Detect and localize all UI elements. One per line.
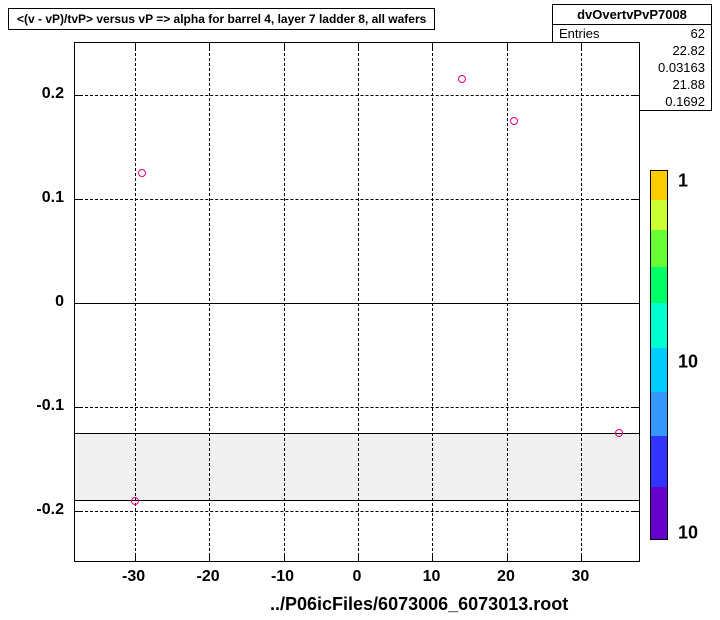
gridline-v <box>358 43 359 561</box>
stats-value: 21.88 <box>672 77 705 92</box>
tick-y <box>75 511 83 512</box>
tick-y <box>631 407 639 408</box>
x-axis-label: -20 <box>196 568 219 586</box>
gridline-h <box>75 95 639 96</box>
colorbar-segment <box>651 487 667 539</box>
data-marker <box>458 75 466 83</box>
plot-area <box>74 42 640 562</box>
x-axis-label: -30 <box>122 568 145 586</box>
y-axis-label: 0.1 <box>42 189 64 207</box>
colorbar-label: 1 <box>678 171 688 192</box>
stats-title: dvOvertvPvP7008 <box>553 5 711 25</box>
tick-x <box>507 43 508 51</box>
tick-y <box>631 199 639 200</box>
stats-value: 0.1692 <box>665 94 705 109</box>
tick-x <box>284 43 285 51</box>
tick-x <box>284 553 285 561</box>
stats-value: 22.82 <box>672 43 705 58</box>
gridline-v <box>135 43 136 561</box>
tick-y <box>631 511 639 512</box>
colorbar-segment <box>651 267 667 304</box>
tick-x <box>358 43 359 51</box>
gridline-v <box>432 43 433 561</box>
footer-filename: ../P06icFiles/6073006_6073013.root <box>270 594 568 615</box>
tick-x <box>581 43 582 51</box>
colorbar-segment <box>651 392 667 436</box>
gridline-h <box>75 511 639 512</box>
y-axis-label: 0.2 <box>42 85 64 103</box>
data-marker <box>138 169 146 177</box>
reference-band <box>75 433 639 501</box>
colorbar-label: 10 <box>678 352 698 373</box>
colorbar-segment <box>651 230 667 267</box>
data-marker <box>131 497 139 505</box>
chart-title: <(v - vP)/tvP> versus vP => alpha for ba… <box>8 8 435 30</box>
tick-y <box>75 407 83 408</box>
gridline-h <box>75 407 639 408</box>
tick-x <box>135 43 136 51</box>
colorbar-segment <box>651 348 667 392</box>
tick-x <box>209 43 210 51</box>
data-marker <box>510 117 518 125</box>
colorbar <box>650 170 668 540</box>
gridline-v <box>284 43 285 561</box>
y-axis-label: -0.2 <box>36 501 64 519</box>
y-axis-label: 0 <box>55 293 64 311</box>
x-axis-label: 30 <box>572 568 590 586</box>
x-axis-label: -10 <box>271 568 294 586</box>
tick-y <box>631 95 639 96</box>
gridline-h <box>75 199 639 200</box>
gridline-v <box>507 43 508 561</box>
colorbar-segment <box>651 200 667 229</box>
tick-x <box>432 553 433 561</box>
colorbar-segment <box>651 171 667 200</box>
colorbar-segment <box>651 436 667 488</box>
tick-y <box>75 95 83 96</box>
y-axis-label: -0.1 <box>36 397 64 415</box>
x-axis-label: 10 <box>423 568 441 586</box>
tick-x <box>507 553 508 561</box>
tick-x <box>135 553 136 561</box>
tick-x <box>581 553 582 561</box>
tick-x <box>358 553 359 561</box>
data-marker <box>615 429 623 437</box>
x-axis-label: 0 <box>353 568 362 586</box>
colorbar-segment <box>651 303 667 347</box>
stats-label: Entries <box>559 26 599 41</box>
gridline-v <box>209 43 210 561</box>
stats-row: Entries 62 <box>553 25 711 42</box>
tick-x <box>432 43 433 51</box>
stats-value: 0.03163 <box>658 60 705 75</box>
stats-value: 62 <box>691 26 705 41</box>
colorbar-label: 10 <box>678 522 698 543</box>
x-axis-label: 20 <box>497 568 515 586</box>
tick-x <box>209 553 210 561</box>
zero-line <box>75 303 639 304</box>
gridline-v <box>581 43 582 561</box>
tick-y <box>75 199 83 200</box>
